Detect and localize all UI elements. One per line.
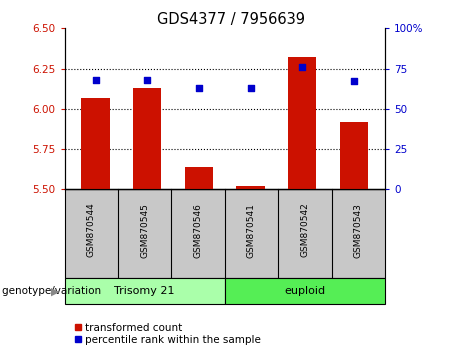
Text: GDS4377 / 7956639: GDS4377 / 7956639	[156, 12, 305, 27]
Point	[350, 79, 358, 84]
Bar	[185, 167, 213, 189]
Bar	[133, 88, 161, 189]
Point	[143, 77, 151, 83]
Text: GSM870543: GSM870543	[354, 202, 363, 258]
Bar	[340, 122, 368, 189]
Text: GSM870546: GSM870546	[194, 202, 202, 258]
Text: GSM870542: GSM870542	[300, 203, 309, 257]
Text: ▶: ▶	[52, 286, 60, 296]
Point	[299, 64, 306, 70]
Text: GSM870541: GSM870541	[247, 202, 256, 258]
Text: Trisomy 21: Trisomy 21	[114, 286, 175, 296]
Text: euploid: euploid	[284, 286, 325, 296]
Text: GSM870544: GSM870544	[87, 203, 96, 257]
Legend: transformed count, percentile rank within the sample: transformed count, percentile rank withi…	[70, 318, 266, 349]
Point	[247, 85, 254, 91]
Point	[195, 85, 202, 91]
Bar	[81, 98, 110, 189]
Text: genotype/variation: genotype/variation	[2, 286, 105, 296]
Bar	[236, 186, 265, 189]
Point	[92, 77, 99, 83]
Text: GSM870545: GSM870545	[140, 202, 149, 258]
Bar	[288, 57, 316, 189]
